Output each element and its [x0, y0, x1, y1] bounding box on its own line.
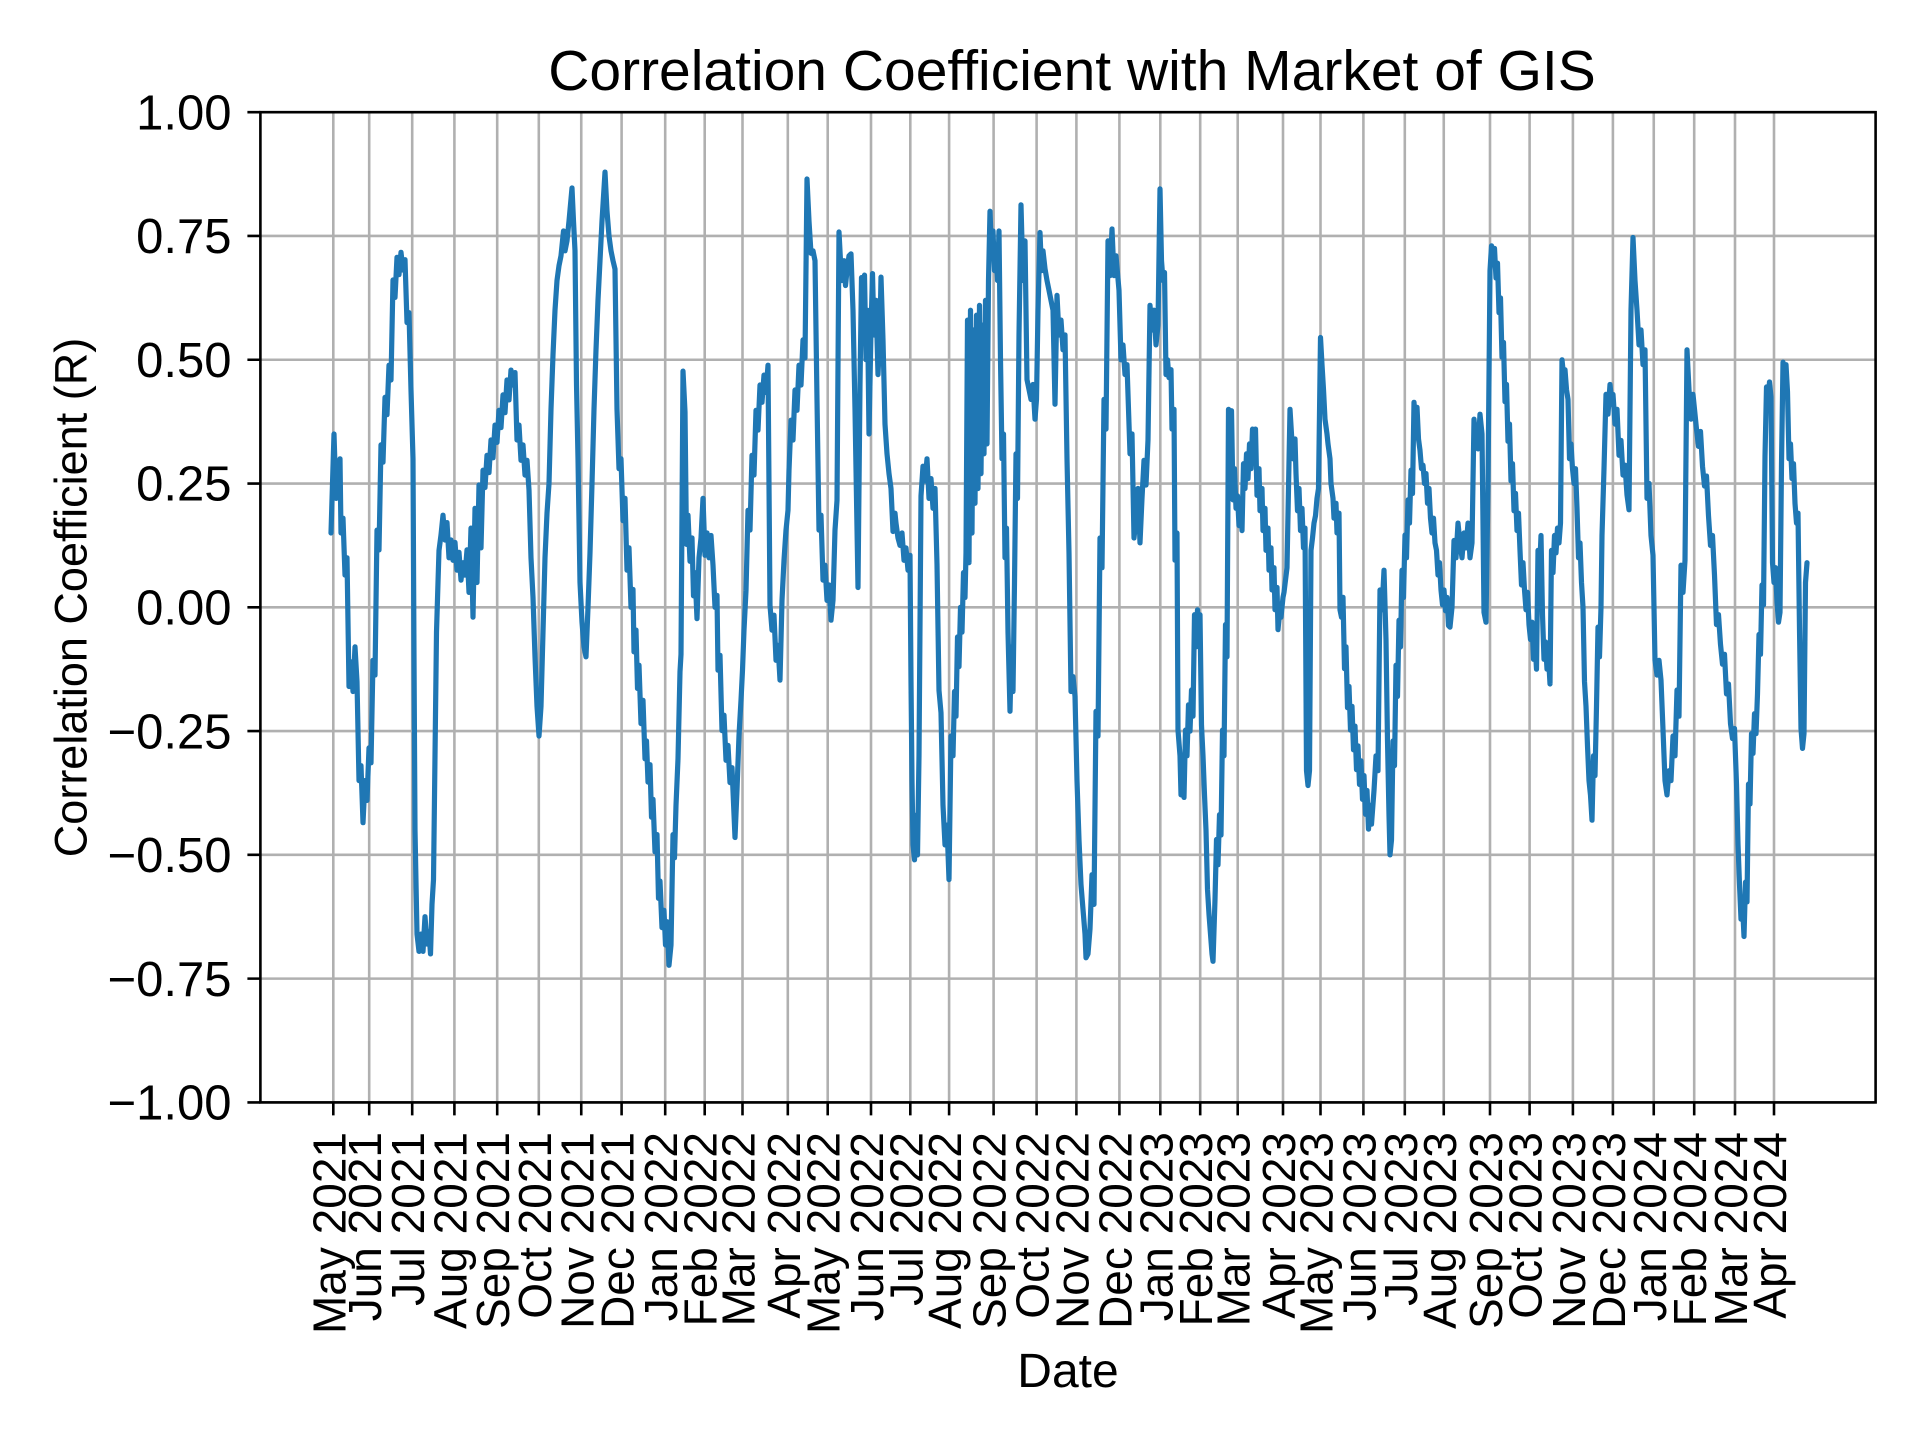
svg-text:Jun 2023: Jun 2023 — [1333, 1132, 1385, 1321]
svg-text:Nov 2022: Nov 2022 — [1046, 1132, 1098, 1329]
svg-text:Jan 2023: Jan 2023 — [1130, 1132, 1182, 1321]
svg-text:Jan 2022: Jan 2022 — [635, 1132, 687, 1321]
svg-text:Jun 2021: Jun 2021 — [339, 1132, 391, 1321]
svg-text:Jun 2022: Jun 2022 — [841, 1132, 893, 1321]
svg-text:−0.25: −0.25 — [108, 705, 232, 759]
svg-text:Dec 2021: Dec 2021 — [592, 1132, 644, 1329]
svg-text:Dec 2022: Dec 2022 — [1089, 1132, 1141, 1329]
svg-text:−1.00: −1.00 — [108, 1077, 232, 1131]
svg-text:May 2023: May 2023 — [1291, 1132, 1343, 1334]
svg-text:Jul 2023: Jul 2023 — [1375, 1132, 1427, 1306]
svg-text:Oct 2023: Oct 2023 — [1500, 1132, 1552, 1319]
svg-text:Sep 2022: Sep 2022 — [964, 1132, 1016, 1329]
svg-text:Correlation Coefficient with M: Correlation Coefficient with Market of G… — [548, 39, 1596, 103]
svg-text:Aug 2021: Aug 2021 — [424, 1132, 476, 1329]
svg-text:−0.50: −0.50 — [108, 829, 232, 883]
svg-text:Correlation Coefficient (R): Correlation Coefficient (R) — [46, 338, 97, 857]
svg-text:−0.75: −0.75 — [108, 953, 232, 1007]
svg-text:May 2022: May 2022 — [798, 1132, 850, 1334]
svg-text:Apr 2022: Apr 2022 — [758, 1132, 810, 1319]
svg-text:1.00: 1.00 — [136, 86, 231, 140]
svg-text:Aug 2022: Aug 2022 — [919, 1132, 971, 1329]
svg-text:Jul 2021: Jul 2021 — [382, 1132, 434, 1306]
svg-text:Oct 2022: Oct 2022 — [1007, 1132, 1059, 1319]
svg-text:0.00: 0.00 — [136, 582, 231, 636]
svg-text:Apr 2024: Apr 2024 — [1744, 1132, 1796, 1319]
svg-text:Apr 2023: Apr 2023 — [1253, 1132, 1305, 1319]
svg-text:Jul 2022: Jul 2022 — [880, 1132, 932, 1306]
svg-text:Sep 2021: Sep 2021 — [467, 1132, 519, 1329]
svg-text:0.50: 0.50 — [136, 334, 231, 388]
svg-text:Feb 2022: Feb 2022 — [675, 1132, 727, 1326]
svg-text:Nov 2023: Nov 2023 — [1543, 1132, 1595, 1329]
svg-text:0.25: 0.25 — [136, 458, 231, 512]
svg-text:Sep 2023: Sep 2023 — [1460, 1132, 1512, 1329]
svg-text:Feb 2023: Feb 2023 — [1170, 1132, 1222, 1326]
svg-text:Feb 2024: Feb 2024 — [1664, 1132, 1716, 1326]
svg-text:Jan 2024: Jan 2024 — [1624, 1132, 1676, 1321]
svg-text:May 2021: May 2021 — [303, 1132, 355, 1334]
svg-text:Oct 2021: Oct 2021 — [509, 1132, 561, 1319]
svg-text:Date: Date — [1017, 1345, 1118, 1398]
svg-text:Dec 2023: Dec 2023 — [1583, 1132, 1635, 1329]
svg-text:Mar 2023: Mar 2023 — [1208, 1132, 1260, 1326]
svg-text:Nov 2021: Nov 2021 — [551, 1132, 603, 1329]
svg-text:Aug 2023: Aug 2023 — [1414, 1132, 1466, 1329]
svg-text:Mar 2024: Mar 2024 — [1705, 1132, 1757, 1326]
svg-text:0.75: 0.75 — [136, 210, 231, 264]
svg-text:Mar 2022: Mar 2022 — [713, 1132, 765, 1326]
